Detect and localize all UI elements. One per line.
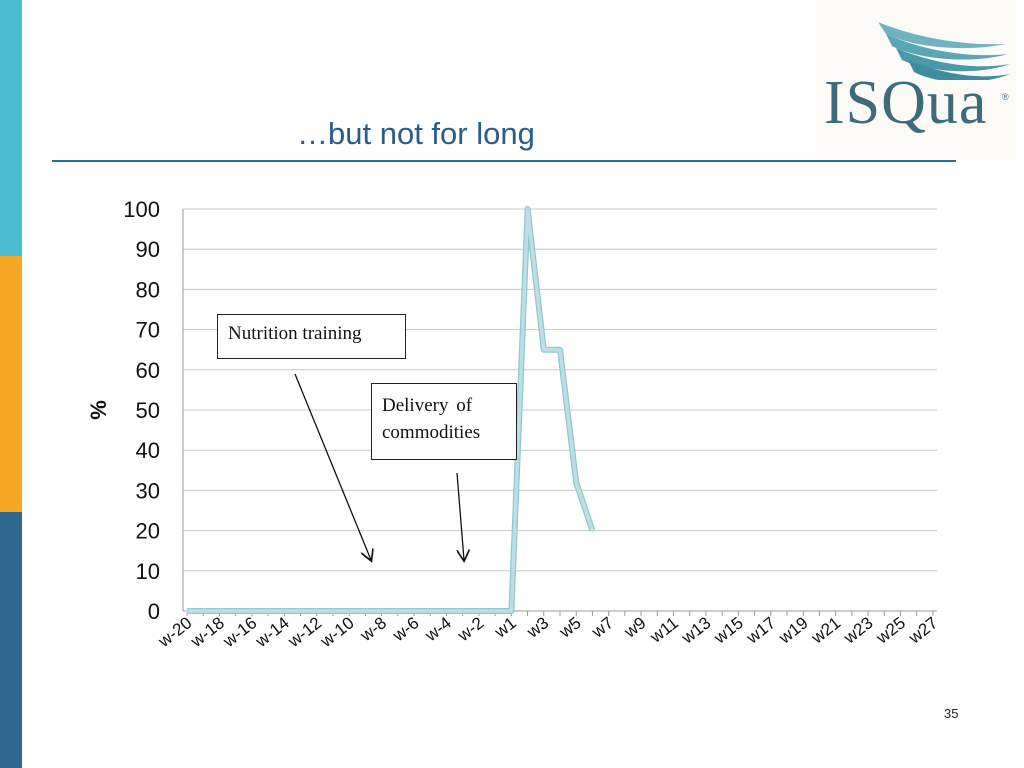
data-point [347, 609, 351, 613]
y-tick-label: 20 [136, 519, 160, 544]
title-divider [52, 160, 956, 162]
data-point [185, 609, 189, 613]
series-line [187, 207, 595, 613]
registered-mark: ® [1002, 92, 1009, 102]
accent-bar-orange [0, 256, 22, 512]
data-point [428, 609, 432, 613]
annotation-text: Nutrition training [228, 323, 362, 344]
slide-title: …but not for long [297, 116, 535, 151]
x-tick-label: w-8 [356, 613, 390, 645]
x-tick-label: w23 [839, 613, 876, 648]
accent-bar-navy [0, 512, 22, 768]
data-point [558, 348, 562, 352]
data-point [396, 609, 400, 613]
x-tick-label: w-16 [219, 613, 261, 651]
x-tick-label: w-10 [316, 613, 358, 651]
x-tick-label: w-12 [284, 613, 326, 651]
annotation-arrow-delivery [456, 472, 464, 560]
data-point [234, 609, 238, 613]
data-point [412, 609, 416, 613]
annotation-nutrition-training: Nutrition training [217, 314, 406, 359]
page-number: 35 [944, 706, 959, 721]
x-tick-label: w11 [646, 613, 682, 647]
data-point [282, 609, 286, 613]
x-tick-label: w3 [523, 613, 553, 642]
x-tick-label: w19 [775, 613, 812, 648]
isqua-logo: ISQua ® [816, 0, 1016, 160]
y-tick-label: 50 [136, 398, 160, 423]
y-tick-label: 0 [148, 599, 160, 624]
y-tick-label: 90 [136, 237, 160, 262]
x-tick-label: w-14 [251, 613, 293, 651]
x-tick-label: w9 [620, 613, 650, 642]
x-tick-label: w25 [872, 613, 909, 648]
data-point [590, 529, 594, 533]
y-tick-label: 60 [136, 358, 160, 383]
y-tick-label: 10 [136, 559, 160, 584]
x-tick-label: w27 [904, 613, 941, 648]
annotation-arrow-nutrition [294, 373, 371, 560]
y-tick-label: 30 [136, 478, 160, 503]
y-tick-label: 80 [136, 277, 160, 302]
data-point [363, 609, 367, 613]
accent-bar-teal [0, 0, 22, 256]
logo-wordmark: ISQua [824, 69, 988, 137]
annotation-delivery-of-commodities: Delivery of commodities [371, 383, 517, 460]
data-point [477, 609, 481, 613]
x-tick-label: w-6 [388, 613, 422, 645]
x-tick-label: w13 [677, 613, 714, 648]
x-tick-label: w-18 [186, 613, 228, 651]
x-tick-label: w-4 [421, 613, 455, 645]
y-axis-label: % [86, 400, 111, 420]
x-tick-label: w5 [555, 613, 585, 642]
x-tick-label: w1 [490, 613, 520, 642]
data-point [509, 609, 513, 613]
y-tick-label: 40 [136, 438, 160, 463]
x-tick-label: w17 [742, 613, 779, 648]
x-tick-label: w21 [807, 613, 844, 648]
data-point [266, 609, 270, 613]
x-tick-label: w-2 [453, 613, 487, 645]
y-tick-label: 100 [123, 197, 160, 222]
x-tick-label: w7 [587, 613, 617, 642]
data-point [574, 480, 578, 484]
data-point [250, 609, 254, 613]
wave-swoosh-icon [878, 22, 1010, 80]
data-point [315, 609, 319, 613]
data-point [542, 348, 546, 352]
data-point [217, 609, 221, 613]
annotation-line-1: Delivery of [382, 395, 473, 416]
data-point [444, 609, 448, 613]
data-point [380, 609, 384, 613]
data-point [526, 207, 530, 211]
data-point [461, 609, 465, 613]
data-point [299, 609, 303, 613]
data-point [493, 609, 497, 613]
x-tick-label: w15 [710, 613, 747, 648]
data-point [201, 609, 205, 613]
y-tick-label: 70 [136, 318, 160, 343]
x-tick-label: w-20 [154, 613, 196, 651]
data-point [331, 609, 335, 613]
annotation-line-2: commodities [382, 422, 481, 443]
